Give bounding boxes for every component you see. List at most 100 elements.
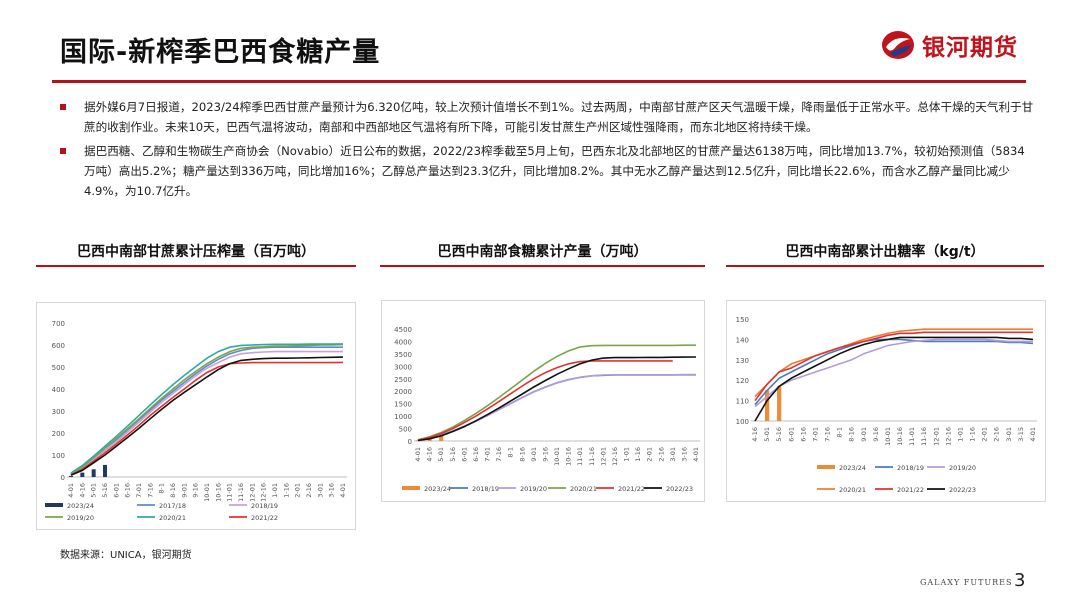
bullet-square-icon xyxy=(60,148,66,154)
x-tick-label: 1-16 xyxy=(282,483,290,498)
legend-label: 2021/22 xyxy=(251,514,278,522)
chart-title-underline xyxy=(36,265,356,267)
series-line xyxy=(417,356,697,442)
x-tick-label: 6-16 xyxy=(124,483,132,498)
x-tick-label: 8-1 xyxy=(836,427,844,438)
y-tick-label: 200 xyxy=(52,430,65,438)
chart-sugar: 0 500 1000 1500 2000 2500 3000 3500 4000 4500 4-01… xyxy=(394,326,700,493)
series-line xyxy=(70,356,344,476)
x-tick-label: 3-15 xyxy=(1017,427,1025,442)
legend-label: 2022/23 xyxy=(666,485,693,493)
x-tick-label: 1-01 xyxy=(956,427,964,442)
x-tick-label: 10-01 xyxy=(203,483,211,502)
legend-label: 2018/19 xyxy=(897,464,924,472)
x-tick-label: 12-01 xyxy=(599,447,607,466)
x-tick-label: 10-16 xyxy=(565,447,573,466)
x-tick-label: 9-16 xyxy=(541,447,549,462)
y-tick-label: 100 xyxy=(736,418,749,426)
legend-swatch xyxy=(402,486,420,490)
x-tick-label: 5-16 xyxy=(775,427,783,442)
bar xyxy=(91,469,96,477)
x-tick-label: 6-16 xyxy=(472,447,480,462)
y-tick-label: 4000 xyxy=(394,338,412,346)
series-line xyxy=(417,373,696,441)
series-line xyxy=(754,338,1033,408)
chart-plot: 100 110 120 130 140 150 4-16 5-01 5-16 6-01 6-16 7-… xyxy=(736,316,1037,446)
series-line xyxy=(754,338,1034,406)
x-tick-label: 8-16 xyxy=(518,447,526,462)
x-tick-label: 10-16 xyxy=(214,483,222,502)
legend-label: 2020/21 xyxy=(839,486,866,494)
y-tick-label: 700 xyxy=(52,320,65,328)
bullet-list: 据外媒6月7日报道，2023/24榨季巴西甘蔗产量预计为6.320亿吨，较上次预… xyxy=(60,97,1035,205)
legend-label: 2018/19 xyxy=(251,502,278,510)
x-tick-label: 8-16 xyxy=(169,483,177,498)
x-tick-label: 4-01 xyxy=(692,447,700,462)
x-tick-label: 11-01 xyxy=(226,483,234,502)
bullet-square-icon xyxy=(60,104,66,110)
x-tick-label: 5-16 xyxy=(449,447,457,462)
chart-title-underline xyxy=(726,265,1044,267)
y-tick-label: 120 xyxy=(736,377,749,385)
x-tick-label: 1-01 xyxy=(271,483,279,498)
x-tick-label: 12-16 xyxy=(611,447,619,466)
chart-title-underline xyxy=(380,265,705,267)
y-tick-label: 150 xyxy=(736,316,749,324)
x-tick-label: 3-16 xyxy=(328,483,336,498)
chart-panel-atr: 100 110 120 130 140 150 4-16 5-01 5-16 6-01 6-16 7-… xyxy=(726,300,1046,502)
y-tick-label: 140 xyxy=(736,336,749,344)
y-tick-label: 300 xyxy=(52,408,65,416)
x-tick-label: 10-01 xyxy=(553,447,561,466)
x-tick-label: 4-01 xyxy=(414,447,422,462)
chart-title-crush: 巴西中南部甘蔗累计压榨量（百万吨） xyxy=(77,244,315,260)
x-tick-label: 10-01 xyxy=(884,427,892,446)
chart-plot: 0 500 1000 1500 2000 2500 3000 3500 4000 4500 4-01… xyxy=(394,326,700,466)
series-line xyxy=(754,331,1033,402)
x-tick-label: 11-01 xyxy=(908,427,916,446)
x-tick-label: 5-16 xyxy=(101,483,109,498)
legend-label: 2019/20 xyxy=(949,464,976,472)
chart-atr: 100 110 120 130 140 150 4-16 5-01 5-16 6-01 6-16 7-… xyxy=(736,316,1037,494)
x-tick-label: 7-16 xyxy=(495,447,503,462)
y-tick-label: 100 xyxy=(52,452,65,460)
x-tick-label: 7-01 xyxy=(484,447,492,462)
bar xyxy=(80,472,85,477)
y-tick-label: 500 xyxy=(399,426,412,434)
chart-title-sugar: 巴西中南部食糖累计产量（万吨） xyxy=(437,244,648,260)
bar xyxy=(103,464,107,477)
x-tick-label: 8-1 xyxy=(507,447,515,458)
x-tick-label: 4-01 xyxy=(339,483,347,498)
legend-label: 2021/22 xyxy=(897,486,924,494)
legend-label: 2018/19 xyxy=(472,485,499,493)
x-tick-label: 11-16 xyxy=(237,483,245,502)
series-line xyxy=(417,360,673,442)
x-tick-label: 1-01 xyxy=(623,447,631,462)
y-tick-label: 3000 xyxy=(394,363,412,371)
x-tick-label: 1-16 xyxy=(969,427,977,442)
series-line xyxy=(417,374,696,441)
bar xyxy=(69,475,73,477)
x-tick-label: 11-16 xyxy=(588,447,596,466)
bullet-text: 据巴西糖、乙醇和生物碳生产商协会（Novabio）近日公布的数据，2022/23… xyxy=(84,144,1025,198)
y-tick-label: 0 xyxy=(408,438,412,446)
x-tick-label: 3-16 xyxy=(680,447,688,462)
x-tick-label: 6-01 xyxy=(112,483,120,498)
y-tick-label: 400 xyxy=(52,386,65,394)
data-source: 数据来源：UNICA，银河期货 xyxy=(60,550,192,561)
chart-panel-crush: 0 100 200 300 400 500 600 700 4-01 4-16 5-01 5-16 6-… xyxy=(36,302,356,530)
y-tick-label: 110 xyxy=(736,398,749,406)
x-tick-label: 9-16 xyxy=(192,483,200,498)
series-line xyxy=(754,328,1033,398)
x-tick-label: 1-16 xyxy=(634,447,642,462)
x-tick-label: 12-16 xyxy=(944,427,952,446)
x-tick-label: 7-16 xyxy=(146,483,154,498)
y-tick-label: 1000 xyxy=(394,413,412,421)
x-tick-label: 9-01 xyxy=(530,447,538,462)
y-tick-label: 0 xyxy=(61,474,65,482)
footer-brand: GALAXY FUTURES xyxy=(920,578,1013,587)
x-tick-label: 5-01 xyxy=(437,447,445,462)
series-line xyxy=(70,346,343,475)
series-line xyxy=(70,343,344,475)
x-tick-label: 7-01 xyxy=(811,427,819,442)
